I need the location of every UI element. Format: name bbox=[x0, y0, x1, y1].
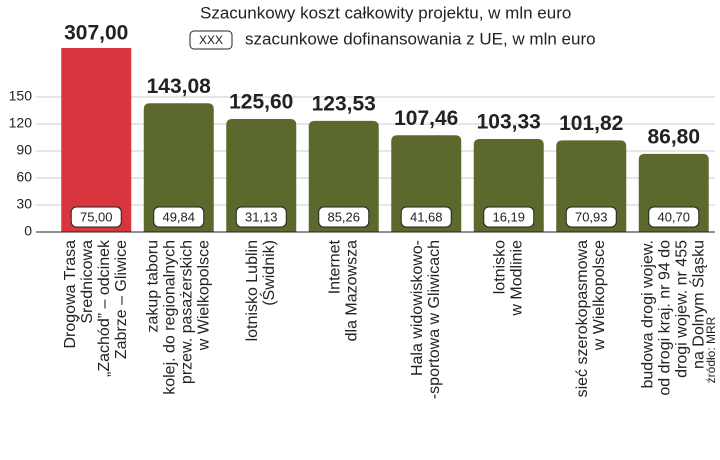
x-tick-line: w Wielkopolsce bbox=[591, 240, 608, 351]
x-tick-line: w Wielkopolsce bbox=[195, 240, 212, 351]
x-tick-line: Średnicowa bbox=[77, 240, 96, 324]
cofunding-label: 31,13 bbox=[245, 209, 278, 224]
y-tick-label: 90 bbox=[16, 142, 32, 158]
cofunding-label: 85,26 bbox=[327, 209, 360, 224]
cofunding-label: 16,19 bbox=[492, 209, 525, 224]
value-label: 125,60 bbox=[229, 91, 293, 114]
value-label: 103,33 bbox=[477, 111, 541, 134]
x-tick-line: lotnisko bbox=[491, 240, 508, 294]
x-tick-line: Zabrze – Gliwice bbox=[113, 240, 130, 359]
x-tick-line: (Świdnik) bbox=[259, 240, 278, 306]
x-tick-label: lotniskow Modlinie bbox=[491, 240, 525, 317]
value-label: 86,80 bbox=[647, 125, 700, 148]
x-tick-line: Drogowa Trasa bbox=[62, 240, 79, 349]
cofunding-label: 70,93 bbox=[575, 209, 608, 224]
x-tick-label: budowa drogi wojew.od drogi kraj. nr 94 … bbox=[639, 240, 707, 396]
x-tick-line: lotnisko Lublin bbox=[244, 240, 261, 341]
bar bbox=[308, 120, 379, 232]
x-tick-line: w Modlinie bbox=[508, 240, 525, 317]
x-tick-line: Hala widowiskowo- bbox=[409, 240, 426, 376]
x-tick-line: „Zachód” – odcinek bbox=[96, 239, 113, 377]
x-tick-line: zakup taboru bbox=[144, 240, 161, 333]
x-tick-line: drogi wojew. nr 455 bbox=[673, 240, 690, 378]
y-tick-label: 60 bbox=[16, 169, 32, 185]
x-tick-line: sieć szerokopasmowa bbox=[574, 240, 591, 398]
legend-total: Szacunkowy koszt całkowity projektu, w m… bbox=[200, 3, 571, 22]
value-label: 107,46 bbox=[394, 107, 458, 130]
x-tick-label: zakup taborukolej. do regionalnychprzew.… bbox=[144, 240, 212, 395]
cofunding-label: 40,70 bbox=[657, 209, 690, 224]
value-label: 123,53 bbox=[312, 92, 376, 115]
legend-sample: XXX bbox=[199, 33, 223, 47]
x-tick-line: Internet bbox=[326, 239, 343, 294]
cofunding-box bbox=[400, 206, 452, 228]
cofunding-box bbox=[235, 206, 287, 228]
x-tick-line: kolej. do regionalnych bbox=[161, 240, 178, 395]
cofunding-label: 75,00 bbox=[80, 209, 113, 224]
y-tick-label: 150 bbox=[9, 88, 33, 104]
value-label: 307,00 bbox=[64, 22, 128, 45]
x-tick-line: od drogi kraj. nr 94 do bbox=[656, 240, 673, 396]
value-label: 143,08 bbox=[147, 75, 212, 98]
cofunding-label: 41,68 bbox=[410, 209, 443, 224]
cofunding-box bbox=[153, 206, 205, 228]
x-tick-label: Internetdla Mazowsza bbox=[326, 239, 360, 341]
x-tick-label: sieć szerokopasmowaw Wielkopolsce bbox=[574, 240, 608, 398]
x-tick-label: lotnisko Lublin(Świdnik) bbox=[244, 240, 278, 341]
y-tick-label: 30 bbox=[16, 196, 32, 212]
x-tick-label: Hala widowiskowo--sportowa w Gliwicach bbox=[409, 240, 443, 399]
x-tick-line: przew. pasażerskich bbox=[178, 240, 195, 384]
cofunding-box bbox=[565, 206, 617, 228]
x-tick-line: na Dolnym Śląsku bbox=[688, 240, 707, 369]
legend-box bbox=[189, 30, 233, 50]
x-tick-line: -sportowa w Gliwicach bbox=[426, 240, 443, 399]
source: źródło: MRR bbox=[704, 316, 718, 383]
bar bbox=[61, 48, 132, 232]
x-tick-line: dla Mazowsza bbox=[343, 240, 360, 341]
cofunding-box bbox=[70, 206, 122, 228]
legend-cofunding: szacunkowe dofinansowania z UE, w mln eu… bbox=[245, 29, 596, 48]
cofunding-box bbox=[483, 206, 535, 228]
bar bbox=[143, 103, 214, 232]
bar bbox=[226, 118, 297, 232]
x-tick-label: Drogowa TrasaŚrednicowa„Zachód” – odcine… bbox=[62, 239, 130, 377]
cofunding-label: 49,84 bbox=[162, 209, 195, 224]
y-tick-label: 120 bbox=[9, 115, 33, 131]
cofunding-box bbox=[648, 206, 700, 228]
value-label: 101,82 bbox=[559, 112, 623, 135]
y-tick-label: 0 bbox=[24, 223, 32, 239]
x-tick-line: budowa drogi wojew. bbox=[639, 240, 656, 389]
cofunding-box bbox=[318, 206, 370, 228]
